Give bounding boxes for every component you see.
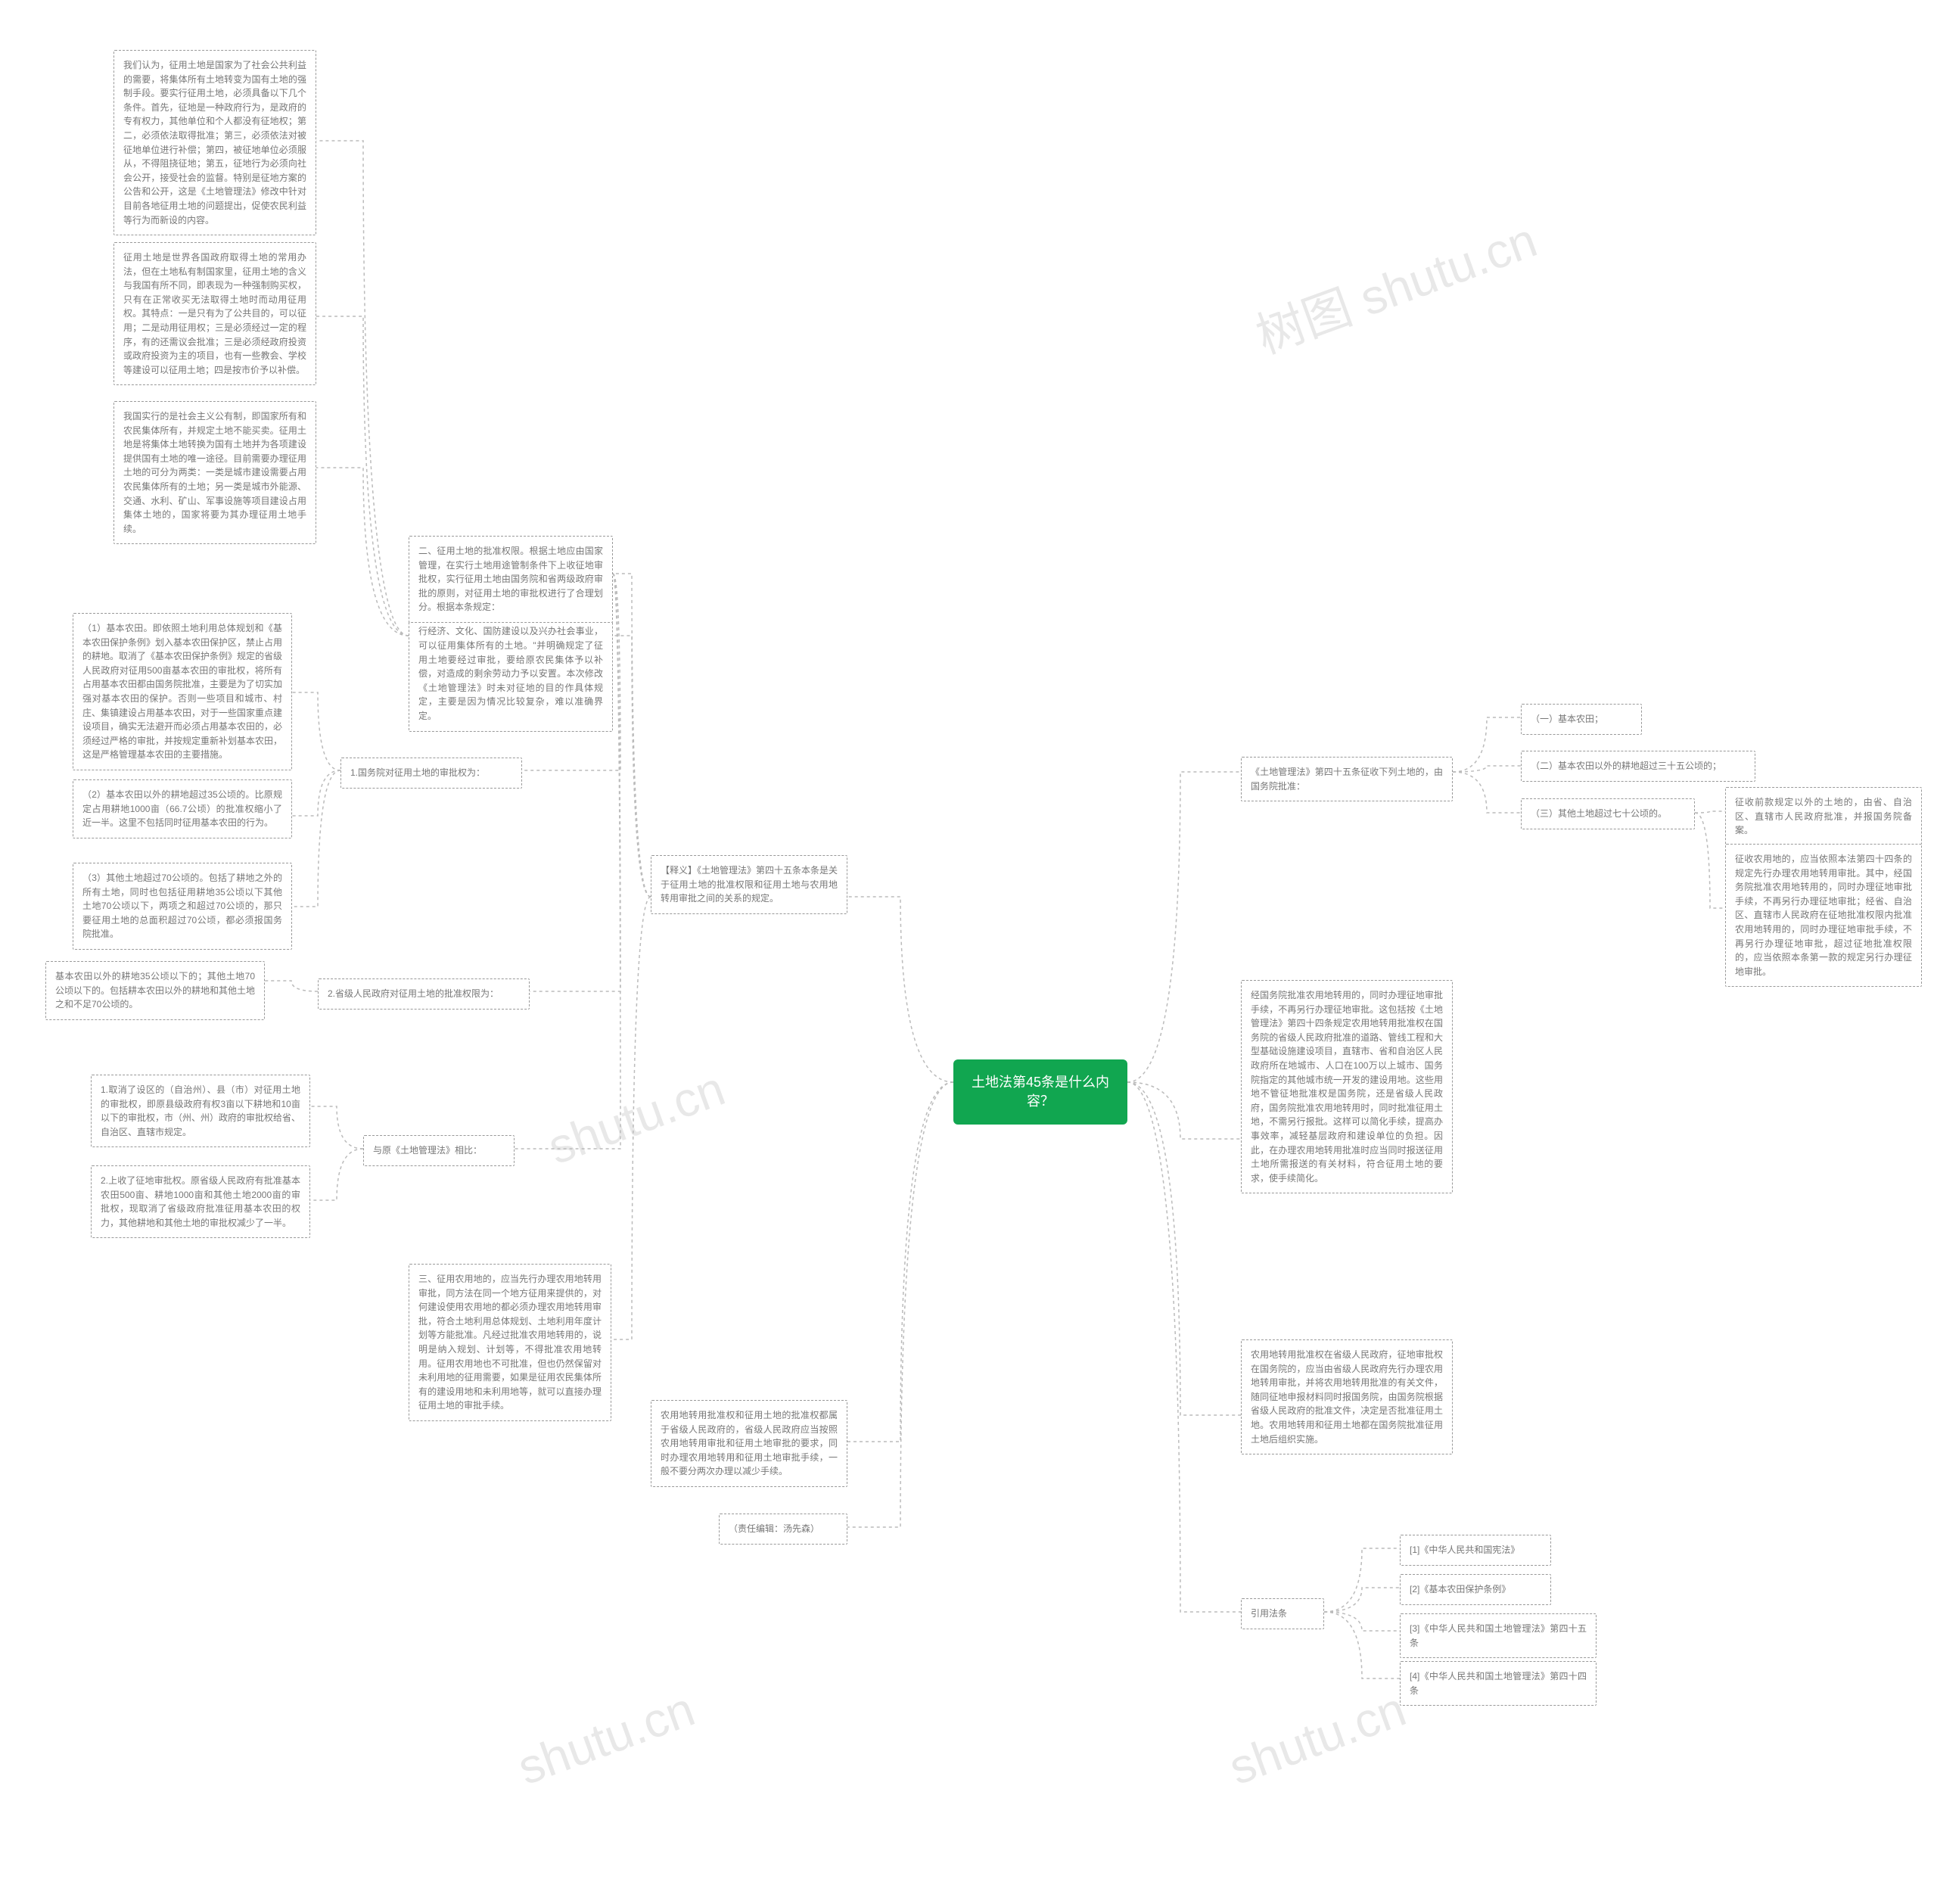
node-r4d: [4]《中华人民共和国土地管理法》第四十四条 bbox=[1400, 1661, 1597, 1706]
node-l2-2: 2.省级人民政府对征用土地的批准权限为： bbox=[318, 978, 530, 1010]
node-l2-2a: 基本农田以外的耕地35公顷以下的；其他土地70公顷以下的。包括耕本农田以外的耕地… bbox=[45, 961, 265, 1020]
node-l1c: 我国实行的是社会主义公有制，即国家所有和农民集体所有，并规定土地不能买卖。征用土… bbox=[113, 401, 316, 544]
watermark: shutu.cn bbox=[541, 1060, 732, 1175]
node-l2-1: 1.国务院对征用土地的审批权为： bbox=[340, 758, 522, 789]
node-l5: （责任编辑：汤先森） bbox=[719, 1514, 847, 1545]
node-l1a: 我们认为，征用土地是国家为了社会公共利益的需要，将集体所有土地转变为国有土地的强… bbox=[113, 50, 316, 235]
center-topic: 土地法第45条是什么内容？ bbox=[953, 1059, 1127, 1125]
node-interpretation: 【释义】《土地管理法》第四十五条本条是关于征用土地的批准权限和征用土地与农用地转… bbox=[651, 855, 847, 914]
node-r1c2: 征收农用地的，应当依照本法第四十四条的规定先行办理农用地转用审批。其中，经国务院… bbox=[1725, 844, 1922, 987]
node-r1c1: 征收前款规定以外的土地的，由省、自治区、直辖市人民政府批准，并报国务院备案。 bbox=[1725, 787, 1922, 846]
node-r1: 《土地管理法》第四十五条征收下列土地的，由国务院批准： bbox=[1241, 757, 1453, 801]
node-l2-1a: （1）基本农田。即依照土地利用总体规划和《基本农田保护条例》划入基本农田保护区，… bbox=[73, 613, 292, 770]
node-r2: 经国务院批准农用地转用的，同时办理征地审批手续，不再另行办理征地审批。这包括按《… bbox=[1241, 980, 1453, 1193]
node-r4b: [2]《基本农田保护条例》 bbox=[1400, 1574, 1551, 1605]
node-l2-1b: （2）基本农田以外的耕地超过35公顷的。比原规定占用耕地1000亩（66.7公顷… bbox=[73, 779, 292, 838]
node-r3: 农用地转用批准权在省级人民政府，征地审批权在国务院的，应当由省级人民政府先行办理… bbox=[1241, 1339, 1453, 1454]
node-r4: 引用法条 bbox=[1241, 1598, 1324, 1629]
node-l2: 二、征用土地的批准权限。根据土地应由国家管理，在实行土地用途管制条件下上收征地审… bbox=[409, 536, 613, 623]
node-l2-3: 与原《土地管理法》相比： bbox=[363, 1135, 515, 1166]
node-r4a: [1]《中华人民共和国宪法》 bbox=[1400, 1535, 1551, 1566]
node-l4: 农用地转用批准权和征用土地的批准权都属于省级人民政府的，省级人民政府应当按照农用… bbox=[651, 1400, 847, 1487]
node-l2-1c: （3）其他土地超过70公顷的。包括了耕地之外的所有土地，同时也包括征用耕地35公… bbox=[73, 863, 292, 950]
node-r1a: （一）基本农田； bbox=[1521, 704, 1642, 735]
node-r4c: [3]《中华人民共和国土地管理法》第四十五条 bbox=[1400, 1613, 1597, 1658]
watermark: shutu.cn bbox=[511, 1681, 702, 1796]
node-l1b: 征用土地是世界各国政府取得土地的常用办法，但在土地私有制国家里，征用土地的含义与… bbox=[113, 242, 316, 385]
watermark: shutu.cn bbox=[1222, 1681, 1413, 1796]
node-r1c: （三）其他土地超过七十公顷的。 bbox=[1521, 798, 1695, 829]
node-r1b: （二）基本农田以外的耕地超过三十五公顷的； bbox=[1521, 751, 1755, 782]
node-l3: 三、征用农用地的，应当先行办理农用地转用审批，同方法在同一个地方征用来提供的，对… bbox=[409, 1264, 611, 1421]
node-l2-3a: 1.取消了设区的（自治州）、县（市）对征用土地的审批权，即原县级政府有权3亩以下… bbox=[91, 1075, 310, 1147]
node-l2-3b: 2.上收了征地审批权。原省级人民政府有批准基本农田500亩、耕地1000亩和其他… bbox=[91, 1165, 310, 1238]
watermark: 树图 shutu.cn bbox=[1245, 201, 1545, 367]
